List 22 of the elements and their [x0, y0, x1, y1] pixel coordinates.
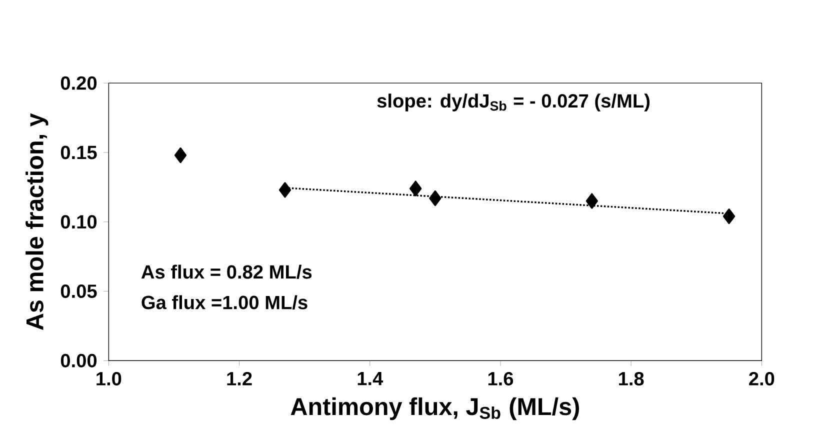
x-tick-label: 1.6	[488, 372, 514, 386]
y-tick-label: 0.05	[60, 284, 97, 298]
x-tick-label: 1.0	[96, 372, 122, 386]
y-tick-label: 0.10	[60, 215, 97, 229]
x-tick-label: 1.4	[358, 372, 384, 386]
annotation: slope: dy/dJ$_{Sb}$ = - 0.027 (s/ML)	[377, 94, 650, 112]
point	[278, 182, 292, 198]
x-tick-label: 2.0	[749, 372, 774, 386]
y-axis-title: As mole fraction, y	[26, 113, 48, 330]
y-tick-label: 0.20	[60, 76, 97, 90]
point	[429, 190, 442, 206]
x-tick-label: 1.8	[619, 372, 644, 386]
point	[586, 193, 598, 209]
point	[722, 208, 736, 224]
point	[410, 180, 422, 196]
annotation: Ga flux =1.00 ML/s	[142, 295, 308, 310]
y-tick-label: 0.00	[60, 354, 97, 368]
x-tick-label: 1.2	[227, 372, 252, 386]
annotation: As flux = 0.82 ML/s	[141, 264, 312, 279]
x-axis-title: Antimony flux, J$_{Sb}$ (ML/s)	[290, 397, 579, 420]
y-tick-label: 0.15	[60, 146, 97, 160]
point	[174, 147, 187, 164]
